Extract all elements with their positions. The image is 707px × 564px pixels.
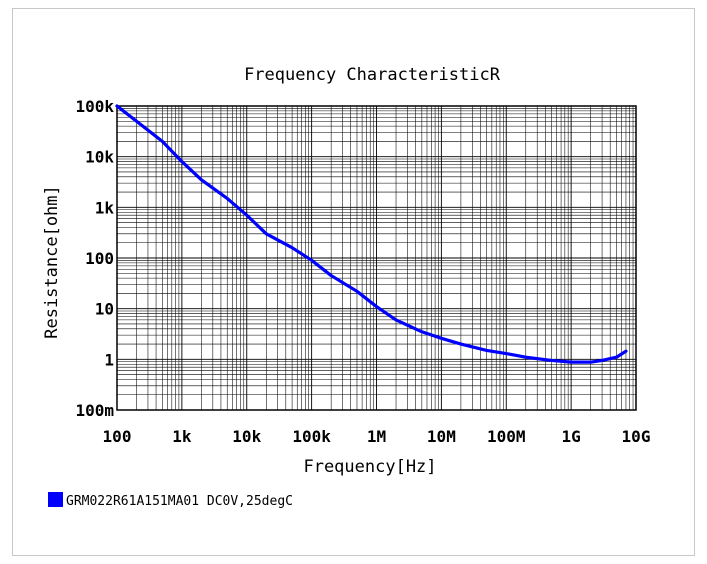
- y-tick-label: 10k: [85, 148, 114, 167]
- x-tick-label: 1G: [561, 427, 580, 446]
- chart-frame: [12, 8, 695, 556]
- y-tick-label: 100m: [75, 401, 114, 420]
- x-tick-label: 10M: [427, 427, 456, 446]
- plot-grid: [116, 106, 636, 411]
- series-line: [115, 104, 628, 364]
- plot-area-border: [116, 105, 637, 411]
- y-tick-label: 100k: [75, 97, 114, 116]
- series-layer: [115, 104, 628, 364]
- x-tick-label: 100k: [292, 427, 331, 446]
- y-tick-label: 1: [104, 350, 114, 369]
- x-tick-label: 10G: [622, 427, 651, 446]
- x-tick-label: 100: [103, 427, 132, 446]
- y-axis-label: Resistance[ohm]: [42, 185, 62, 339]
- x-tick-label: 10k: [232, 427, 261, 446]
- legend-label: GRM022R61A151MA01 DC0V,25degC: [66, 494, 293, 509]
- chart-title: Frequency CharacteristicR: [244, 65, 501, 85]
- x-tick-label: 100M: [487, 427, 526, 446]
- x-tick-label: 1k: [172, 427, 192, 446]
- y-tick-labels: 100m 1 10 100 1k 10k 100k: [75, 97, 114, 420]
- x-tick-label: 1M: [367, 427, 386, 446]
- y-tick-label: 1k: [95, 198, 115, 217]
- y-tick-label: 100: [85, 249, 114, 268]
- x-axis-label: Frequency[Hz]: [303, 457, 436, 477]
- x-tick-labels: 100 1k 10k 100k 1M 10M 100M 1G 10G: [103, 427, 651, 446]
- y-tick-label: 10: [95, 300, 114, 319]
- legend-swatch: [48, 492, 63, 507]
